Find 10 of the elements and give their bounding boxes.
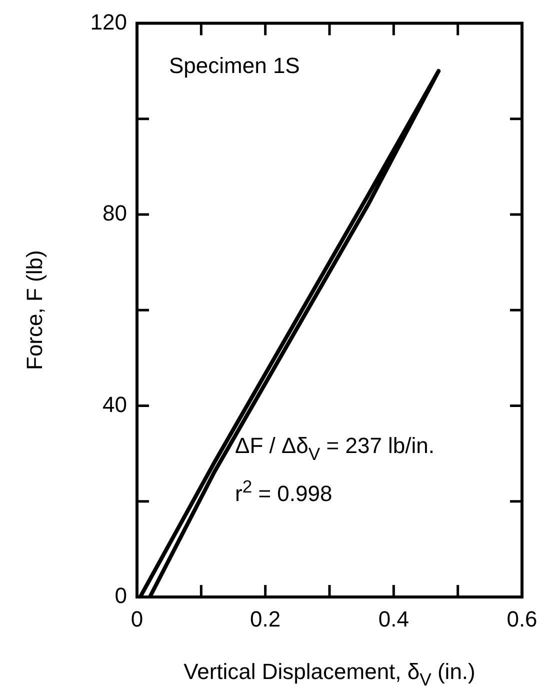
y-tick-label: 40 bbox=[102, 392, 127, 417]
x-tick-label: 0.2 bbox=[250, 606, 281, 632]
x-tick-label: 0.4 bbox=[378, 606, 409, 632]
x-tick-label: 0 bbox=[130, 606, 144, 632]
x-tick-label: 0.6 bbox=[506, 606, 538, 632]
y-tick-label: 80 bbox=[102, 200, 127, 226]
y-tick-label: 120 bbox=[90, 9, 127, 34]
y-axis-title: Force, F (lb) bbox=[22, 250, 47, 370]
y-tick-label: 0 bbox=[114, 583, 127, 608]
text: Specimen 1S bbox=[169, 53, 300, 78]
